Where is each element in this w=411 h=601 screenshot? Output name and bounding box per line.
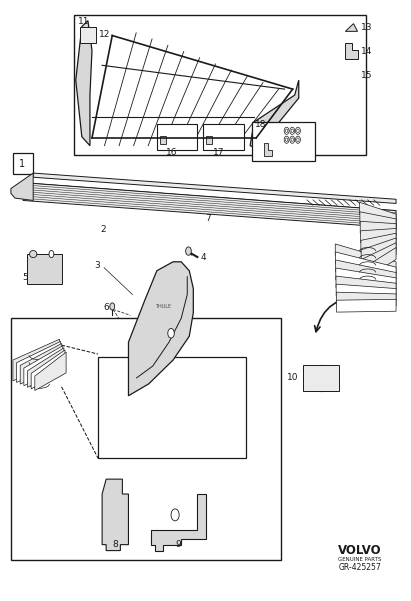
Polygon shape (35, 352, 66, 391)
Bar (27, 254, 62, 284)
Circle shape (168, 329, 174, 338)
Text: 2: 2 (100, 225, 106, 234)
Text: 12: 12 (99, 31, 111, 40)
Polygon shape (362, 243, 396, 271)
Polygon shape (337, 299, 396, 312)
Circle shape (297, 138, 299, 141)
Polygon shape (20, 344, 62, 384)
Circle shape (290, 136, 295, 143)
Polygon shape (336, 268, 396, 290)
Polygon shape (361, 238, 396, 262)
Ellipse shape (30, 251, 37, 258)
Circle shape (291, 129, 293, 133)
Bar (11, 319, 280, 560)
Text: THULE: THULE (155, 304, 171, 309)
Polygon shape (151, 494, 206, 551)
Polygon shape (360, 221, 396, 236)
Polygon shape (76, 20, 92, 145)
Text: 14: 14 (361, 47, 372, 56)
Circle shape (110, 303, 115, 310)
Text: 13: 13 (361, 23, 372, 32)
Polygon shape (264, 142, 272, 156)
Text: VOLVO: VOLVO (338, 544, 381, 557)
Polygon shape (335, 244, 396, 273)
Text: 5: 5 (22, 273, 28, 282)
Bar (13, 153, 33, 174)
Bar (206, 136, 212, 144)
Polygon shape (360, 212, 396, 231)
Bar (303, 365, 339, 391)
Text: 10: 10 (287, 373, 299, 382)
Text: 4: 4 (201, 253, 206, 262)
Bar (74, 14, 366, 154)
Polygon shape (13, 339, 60, 381)
Polygon shape (11, 173, 33, 201)
Polygon shape (345, 43, 358, 59)
Bar (80, 26, 96, 43)
Polygon shape (360, 228, 396, 243)
Bar (203, 124, 244, 150)
Polygon shape (345, 23, 358, 31)
Text: 9: 9 (175, 540, 181, 549)
Polygon shape (360, 203, 396, 226)
Polygon shape (23, 183, 396, 228)
Text: 6: 6 (103, 303, 109, 312)
Text: 1: 1 (19, 159, 25, 168)
Polygon shape (31, 350, 65, 389)
Polygon shape (336, 260, 396, 284)
Polygon shape (129, 262, 193, 396)
Text: 8: 8 (113, 540, 118, 549)
Circle shape (285, 129, 288, 133)
Polygon shape (24, 346, 63, 386)
Circle shape (296, 127, 300, 135)
Text: 11: 11 (78, 17, 89, 26)
Circle shape (290, 127, 295, 135)
Polygon shape (335, 252, 396, 279)
Bar (252, 122, 315, 160)
Circle shape (296, 136, 300, 143)
Text: 3: 3 (94, 261, 100, 270)
Polygon shape (28, 348, 64, 387)
Text: GENUINE PARTS: GENUINE PARTS (338, 557, 381, 562)
Polygon shape (102, 479, 129, 551)
FancyArrowPatch shape (315, 297, 365, 332)
Circle shape (291, 138, 293, 141)
Polygon shape (336, 276, 396, 295)
Polygon shape (90, 26, 295, 145)
Polygon shape (33, 173, 396, 204)
Circle shape (284, 136, 289, 143)
Circle shape (297, 129, 299, 133)
Text: 17: 17 (213, 148, 224, 157)
Bar (157, 124, 197, 150)
Text: 18: 18 (255, 120, 266, 129)
Circle shape (186, 247, 191, 255)
Text: 15: 15 (361, 71, 372, 80)
Text: 16: 16 (166, 148, 177, 157)
Polygon shape (336, 292, 396, 306)
Circle shape (49, 251, 54, 258)
Circle shape (171, 509, 179, 521)
Polygon shape (362, 248, 396, 281)
Polygon shape (250, 80, 299, 148)
Polygon shape (361, 233, 396, 252)
Text: GR-425257: GR-425257 (338, 563, 381, 572)
Bar (160, 136, 166, 144)
Bar (98, 357, 246, 459)
Circle shape (285, 138, 288, 141)
Circle shape (284, 127, 289, 135)
Text: 7: 7 (206, 215, 211, 224)
Polygon shape (16, 341, 61, 382)
Polygon shape (336, 284, 396, 300)
